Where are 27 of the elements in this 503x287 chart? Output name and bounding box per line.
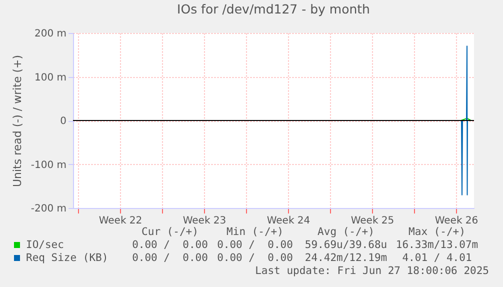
y-tick-label: 200 m xyxy=(34,28,66,40)
chart-title: IOs for /dev/md127 - by month xyxy=(177,2,370,16)
text: 0.00 / 0.00 xyxy=(217,252,293,264)
y-axis-title: Units read (-) / write (+) xyxy=(10,54,24,188)
text: 16.33m/13.07m xyxy=(396,239,478,251)
text: Avg (-/+) xyxy=(318,226,374,238)
legend-label: Req Size (KB) xyxy=(26,252,108,264)
text: Last update: Fri Jun 27 18:00:06 2025 xyxy=(255,265,489,277)
text: Cur (-/+) xyxy=(142,226,198,238)
x-tick-label: Week 24 xyxy=(266,216,310,226)
text: 24.42m/12.19m xyxy=(304,252,388,264)
y-tick-label: -100 m xyxy=(30,160,66,171)
x-tick-label: Week 26 xyxy=(434,216,478,226)
legend-label: IO/sec xyxy=(26,239,64,251)
text: Max (-/+) xyxy=(408,226,466,238)
text: 0.00 / 0.00 xyxy=(217,239,293,251)
text: 59.69u/39.68u xyxy=(304,239,388,251)
x-tick-label: Week 22 xyxy=(98,216,142,226)
x-tick-label: Week 25 xyxy=(350,216,394,226)
y-tick-label: -200 m xyxy=(30,204,66,214)
text: 0.00 / 0.00 xyxy=(132,252,208,264)
text: 0.00 / 0.00 xyxy=(132,239,208,251)
y-tick-label: 0 xyxy=(60,116,66,127)
y-tick-label: 100 m xyxy=(34,72,66,84)
text: 4.01 / 4.01 xyxy=(402,252,472,264)
text: Min (-/+) xyxy=(226,226,284,238)
x-tick-label: Week 23 xyxy=(182,216,226,226)
